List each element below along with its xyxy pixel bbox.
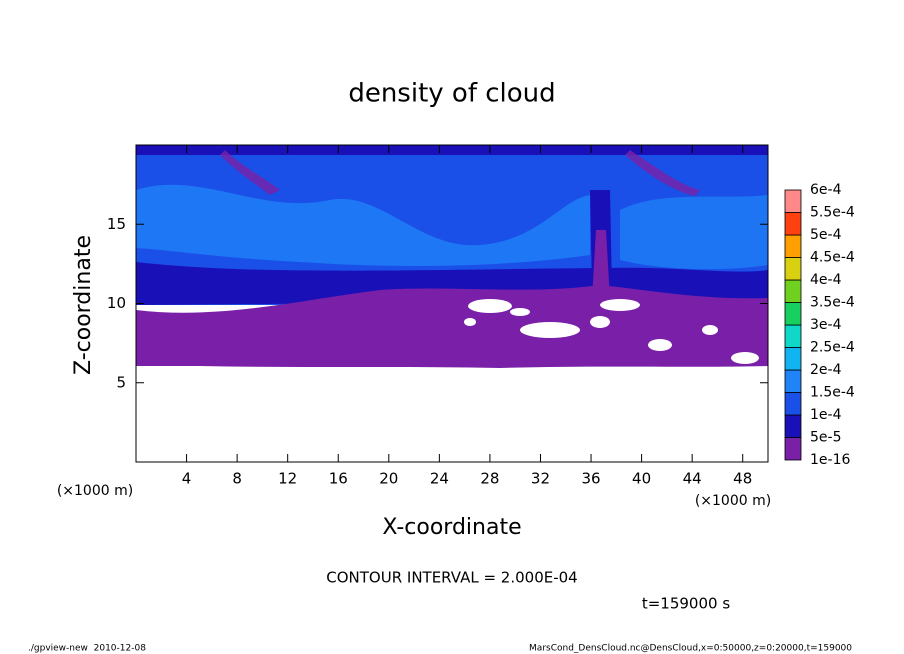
- colorbar-label: 3.5e-4: [810, 295, 855, 311]
- colorbar-label: 6e-4: [810, 182, 842, 198]
- colorbar-label: 3e-4: [810, 317, 842, 333]
- contour-gap: [648, 339, 672, 351]
- x-tick-label: 32: [531, 470, 550, 488]
- footer-right: MarsCond_DensCloud.nc@DensCloud,x=0:5000…: [529, 644, 852, 654]
- x-tick-label: 12: [278, 470, 297, 488]
- y-tick-label: 5: [116, 373, 126, 391]
- time-label: t=159000 s: [642, 595, 730, 613]
- chart-title: density of cloud: [348, 79, 555, 109]
- contour-gap: [731, 352, 759, 364]
- x-tick-label: 16: [329, 470, 348, 488]
- colorbar-label: 1e-4: [810, 407, 842, 423]
- y-tick-label: 15: [107, 215, 126, 233]
- colorbar-box: [784, 392, 802, 416]
- x-tick-label: 48: [733, 470, 752, 488]
- contour-field: [136, 145, 768, 368]
- contour-gap: [520, 322, 580, 338]
- x-tick-label: 40: [632, 470, 651, 488]
- contour-gap: [464, 318, 476, 326]
- footer-left: ./gpview-new 2010-12-08: [28, 644, 146, 654]
- colorbar-box: [784, 279, 802, 303]
- contour-gap: [510, 308, 530, 316]
- colorbar-box: [784, 189, 802, 213]
- y-axis-label: Z-coordinate: [71, 235, 96, 375]
- contour-interval: CONTOUR INTERVAL = 2.000E-04: [326, 569, 577, 587]
- x-tick-label: 8: [232, 470, 242, 488]
- colorbar-label: 5.5e-4: [810, 205, 855, 221]
- contour-region: [136, 145, 768, 155]
- contour-region: [592, 230, 610, 300]
- contour-region: [220, 150, 280, 195]
- colorbar-label: 1e-16: [810, 452, 850, 468]
- contour-gap: [590, 316, 610, 328]
- colorbar-label: 4.5e-4: [810, 250, 855, 266]
- colorbar-box: [784, 369, 802, 393]
- contour-gap: [702, 325, 718, 335]
- colorbar-box: [784, 302, 802, 326]
- colorbar-label: 1.5e-4: [810, 385, 855, 401]
- colorbar-label: 4e-4: [810, 272, 842, 288]
- contour-region: [625, 150, 700, 196]
- x-tick-label: 36: [581, 470, 600, 488]
- colorbar-box: [784, 414, 802, 438]
- colorbar-label: 5e-5: [810, 430, 841, 446]
- x-tick-label: 44: [683, 470, 702, 488]
- colorbar-box: [784, 347, 802, 371]
- colorbar-label: 2e-4: [810, 362, 842, 378]
- x-tick-label: 24: [430, 470, 449, 488]
- colorbar-box: [784, 257, 802, 281]
- y-unit: (×1000 m): [57, 483, 133, 499]
- contour-gap: [468, 299, 512, 313]
- x-tick-label: 20: [379, 470, 398, 488]
- x-axis-label: X-coordinate: [382, 515, 521, 540]
- colorbar-box: [784, 234, 802, 258]
- x-tick-label: 28: [480, 470, 499, 488]
- contour-region: [136, 184, 590, 266]
- colorbar-box: [784, 324, 802, 348]
- colorbar-label: 2.5e-4: [810, 340, 855, 356]
- contour-region: [620, 195, 768, 270]
- x-unit: (×1000 m): [695, 493, 771, 509]
- contour-gap: [600, 299, 640, 311]
- x-tick-label: 4: [182, 470, 192, 488]
- y-tick-label: 10: [107, 294, 126, 312]
- colorbar-box: [784, 212, 802, 236]
- colorbar-label: 5e-4: [810, 227, 842, 243]
- colorbar-box: [784, 437, 802, 461]
